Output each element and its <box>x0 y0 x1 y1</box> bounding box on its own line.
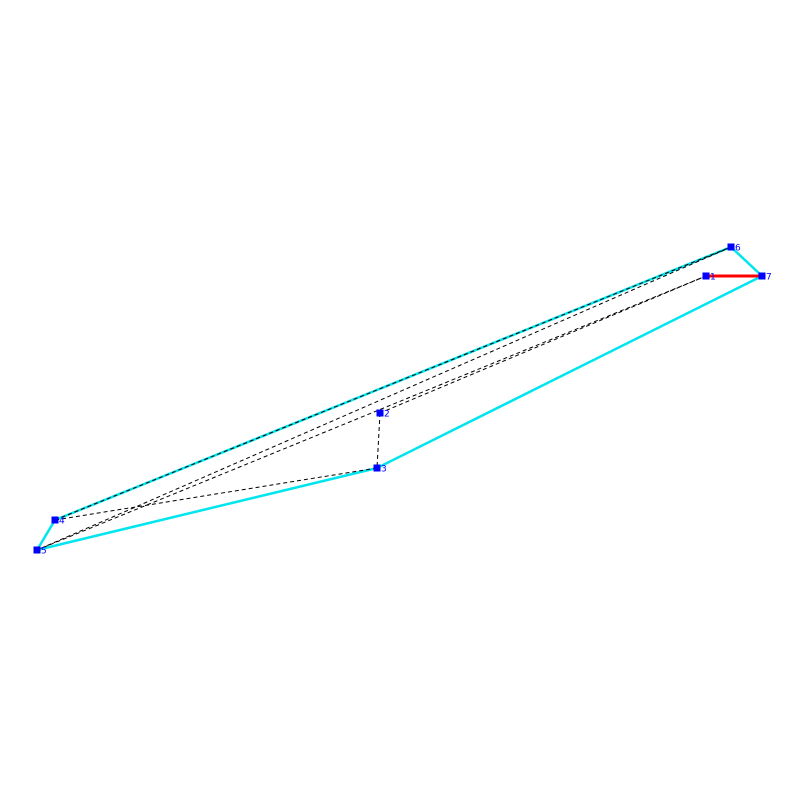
point-label-7: 7 <box>766 273 772 283</box>
points-group: 1 2 3 4 5 6 7 <box>33 243 772 557</box>
point-label-5: 5 <box>41 547 47 557</box>
point-label-1: 1 <box>710 273 716 283</box>
point-marker-2 <box>376 409 384 417</box>
point-marker-3 <box>373 464 381 472</box>
dashed-path <box>36 246 732 551</box>
point-marker-4 <box>51 516 59 524</box>
hull-edge-p3-p5 <box>36 466 378 552</box>
hull-edge-p6-p7 <box>730 246 763 277</box>
point-marker-6 <box>727 243 735 251</box>
path-edge-p6-p5 <box>36 246 732 551</box>
point-marker-1 <box>702 272 710 280</box>
point-label-2: 2 <box>384 410 390 420</box>
point-marker-5 <box>33 546 41 554</box>
path-edge-p4-p6 <box>54 246 732 521</box>
path-edge-p5-p1 <box>36 275 707 551</box>
path-edge-p3-p4 <box>54 467 378 521</box>
path-edge-p2-p3 <box>376 412 381 469</box>
convex-hull <box>35 245 763 552</box>
point-label-3: 3 <box>381 465 387 475</box>
point-label-6: 6 <box>735 244 741 254</box>
point-marker-7 <box>758 272 766 280</box>
point-label-4: 4 <box>59 517 65 527</box>
hull-edge-p5-p4 <box>35 519 57 551</box>
hull-edge-p7-p3 <box>376 274 763 470</box>
path-edge-p1-p2 <box>379 275 707 414</box>
